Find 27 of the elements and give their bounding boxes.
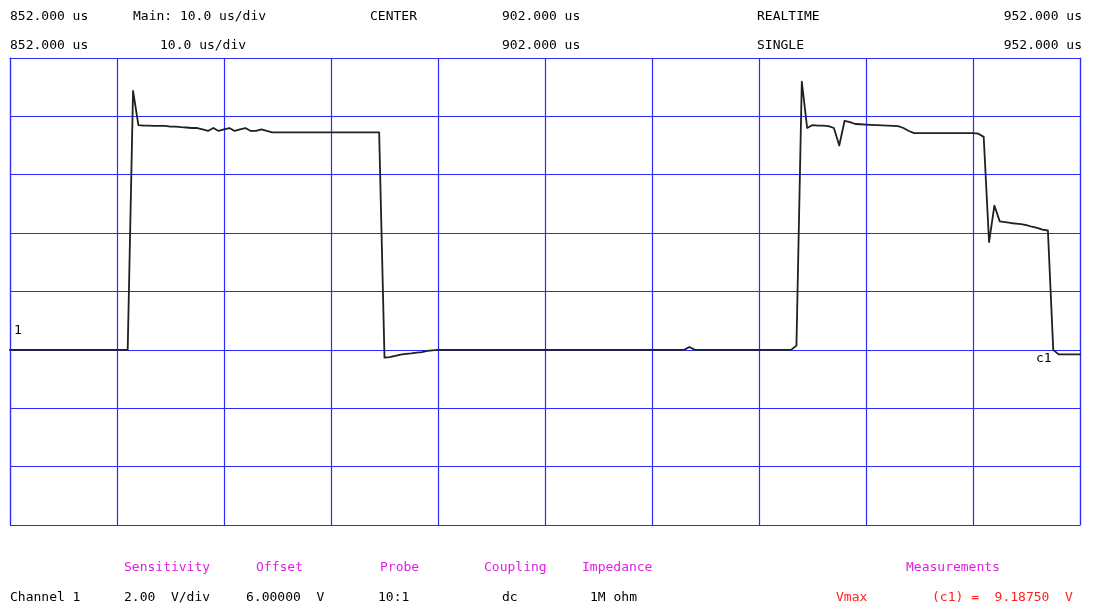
text: 852.000 us [10,36,89,52]
text: Offset [256,558,303,574]
text: dc [502,588,518,604]
text: 6.00000 V [246,588,325,604]
text: 10:1 [378,588,410,604]
text: Sensitivity [124,558,211,574]
text: Main: 10.0 us/div [133,7,267,23]
text: Probe [380,558,420,574]
text: 10.0 us/div [160,36,247,52]
text: CENTER [370,7,418,23]
text: 852.000 us [10,7,89,23]
text: Measurements [906,558,1000,574]
text: 952.000 us [1003,7,1082,23]
text: Vmax [836,588,868,604]
text: Coupling [484,558,547,574]
text: Channel 1 [10,588,81,604]
text: SINGLE [757,36,804,52]
text: (c1) = 9.18750 V [932,588,1074,604]
text: Impedance [582,558,653,574]
text: 952.000 us [1003,36,1082,52]
annotation: c1 [1036,350,1052,366]
text: 1M ohm [590,588,638,604]
text: 902.000 us [502,7,581,23]
text: REALTIME [757,7,820,23]
annotation: 1 [14,322,22,338]
text: 902.000 us [502,36,581,52]
text: 2.00 V/div [124,588,211,604]
